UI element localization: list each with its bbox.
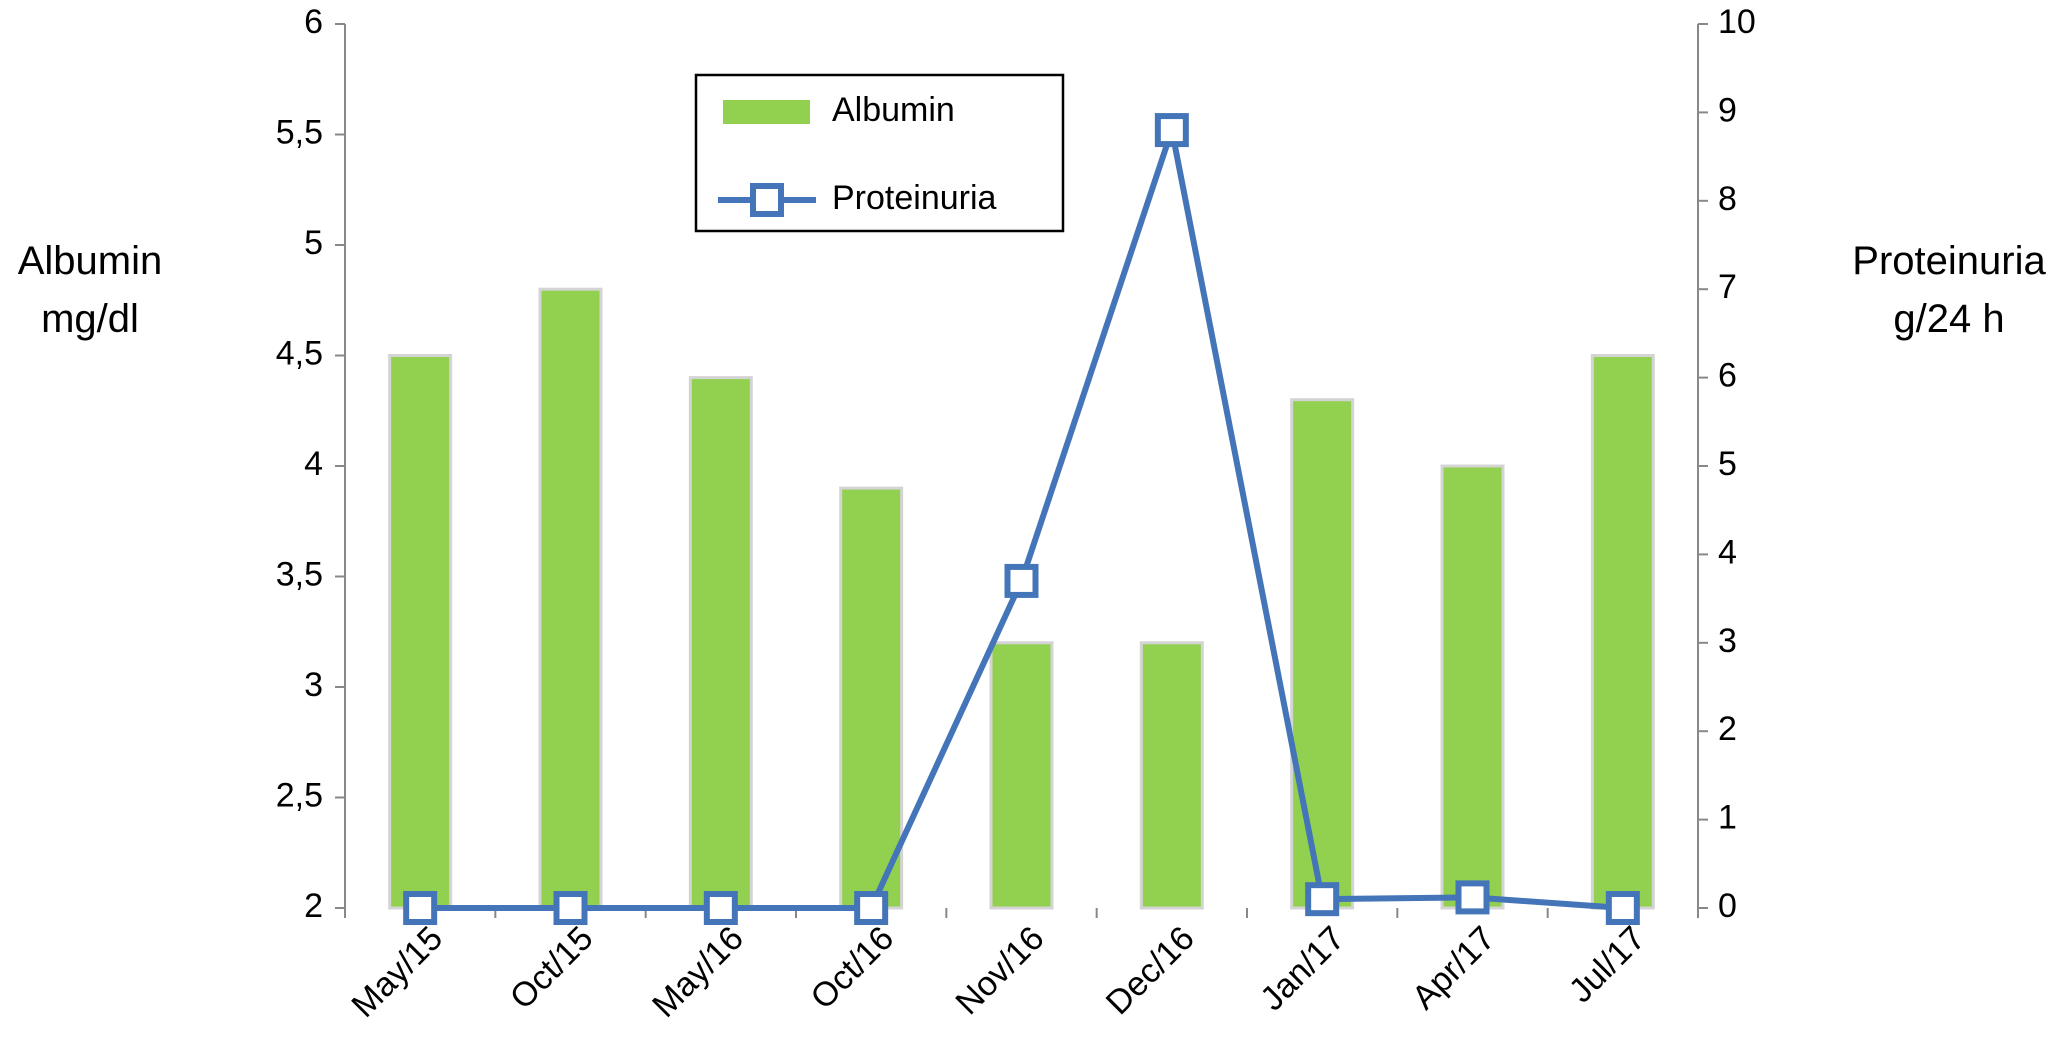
marker (403, 891, 438, 925)
y2-tick-label: 9 (1718, 91, 1737, 129)
y-axis-title: Albumin mg/dl (17, 239, 163, 341)
bar (1440, 464, 1505, 910)
x-tick-label-group: May/16 (645, 919, 751, 1025)
x-tick-label: Nov/16 (948, 919, 1051, 1022)
x-tick-label-group: Dec/16 (1099, 919, 1202, 1022)
bar (1139, 641, 1204, 910)
y2-tick-label: 6 (1718, 357, 1737, 395)
y2-tick-label: 4 (1718, 533, 1737, 571)
marker (1004, 563, 1039, 598)
x-tick-label-group: May/15 (344, 919, 450, 1025)
bar (538, 287, 603, 910)
y-tick-label: 3,5 (276, 555, 323, 593)
x-tick-label: May/15 (344, 919, 450, 1025)
marker (553, 891, 588, 925)
x-tick-label-group: Nov/16 (948, 919, 1051, 1022)
x-tick-label-group: Oct/16 (803, 919, 901, 1017)
marker (1154, 113, 1189, 148)
y2-tick-label: 2 (1718, 710, 1737, 748)
bar (839, 486, 904, 910)
y2-tick-label: 0 (1718, 887, 1737, 925)
x-tick-label-group: Jan/17 (1253, 919, 1352, 1018)
y-tick-label: 4 (304, 445, 323, 483)
x-tick-label: Apr/17 (1405, 919, 1503, 1017)
y-tick-label: 4,5 (276, 334, 323, 372)
bar (1290, 398, 1355, 910)
y-tick-label: 6 (304, 3, 323, 41)
legend-label: Albumin (832, 91, 955, 129)
marker (1455, 880, 1490, 915)
marker (703, 891, 738, 925)
y2-tick-label: 1 (1718, 799, 1737, 837)
bar (388, 354, 453, 910)
y-tick-label: 5 (304, 224, 323, 262)
y2-tick-label: 7 (1718, 268, 1737, 306)
legend-label: Proteinuria (832, 179, 997, 217)
y2-tick-label: 10 (1718, 3, 1756, 41)
y2-tick-label: 3 (1718, 622, 1737, 660)
x-tick-label-group: Oct/15 (503, 919, 601, 1017)
x-tick-label: Jan/17 (1253, 919, 1352, 1018)
y-tick-label: 5,5 (276, 113, 323, 151)
legend-swatch (723, 100, 810, 124)
x-tick-label: Jul/17 (1562, 919, 1653, 1010)
bar (1590, 354, 1655, 910)
x-tick-label-group: Apr/17 (1405, 919, 1503, 1017)
y-tick-label: 2,5 (276, 776, 323, 814)
marker (1305, 882, 1340, 917)
x-tick-label: Oct/16 (803, 919, 901, 1017)
x-tick-label: Oct/15 (503, 919, 601, 1017)
y2-axis-title: Proteinuria g/24 h (1852, 239, 2046, 341)
bar (688, 376, 753, 910)
y2-tick-label: 8 (1718, 180, 1737, 218)
legend-marker (750, 183, 784, 217)
bar (989, 641, 1054, 910)
y2-tick-label: 5 (1718, 445, 1737, 483)
x-tick-label-group: Jul/17 (1562, 919, 1653, 1010)
y-tick-label: 2 (304, 887, 323, 925)
marker (854, 891, 889, 925)
marker (1605, 891, 1640, 925)
x-tick-label: Dec/16 (1099, 919, 1202, 1022)
x-tick-label: May/16 (645, 919, 751, 1025)
y-tick-label: 3 (304, 666, 323, 704)
